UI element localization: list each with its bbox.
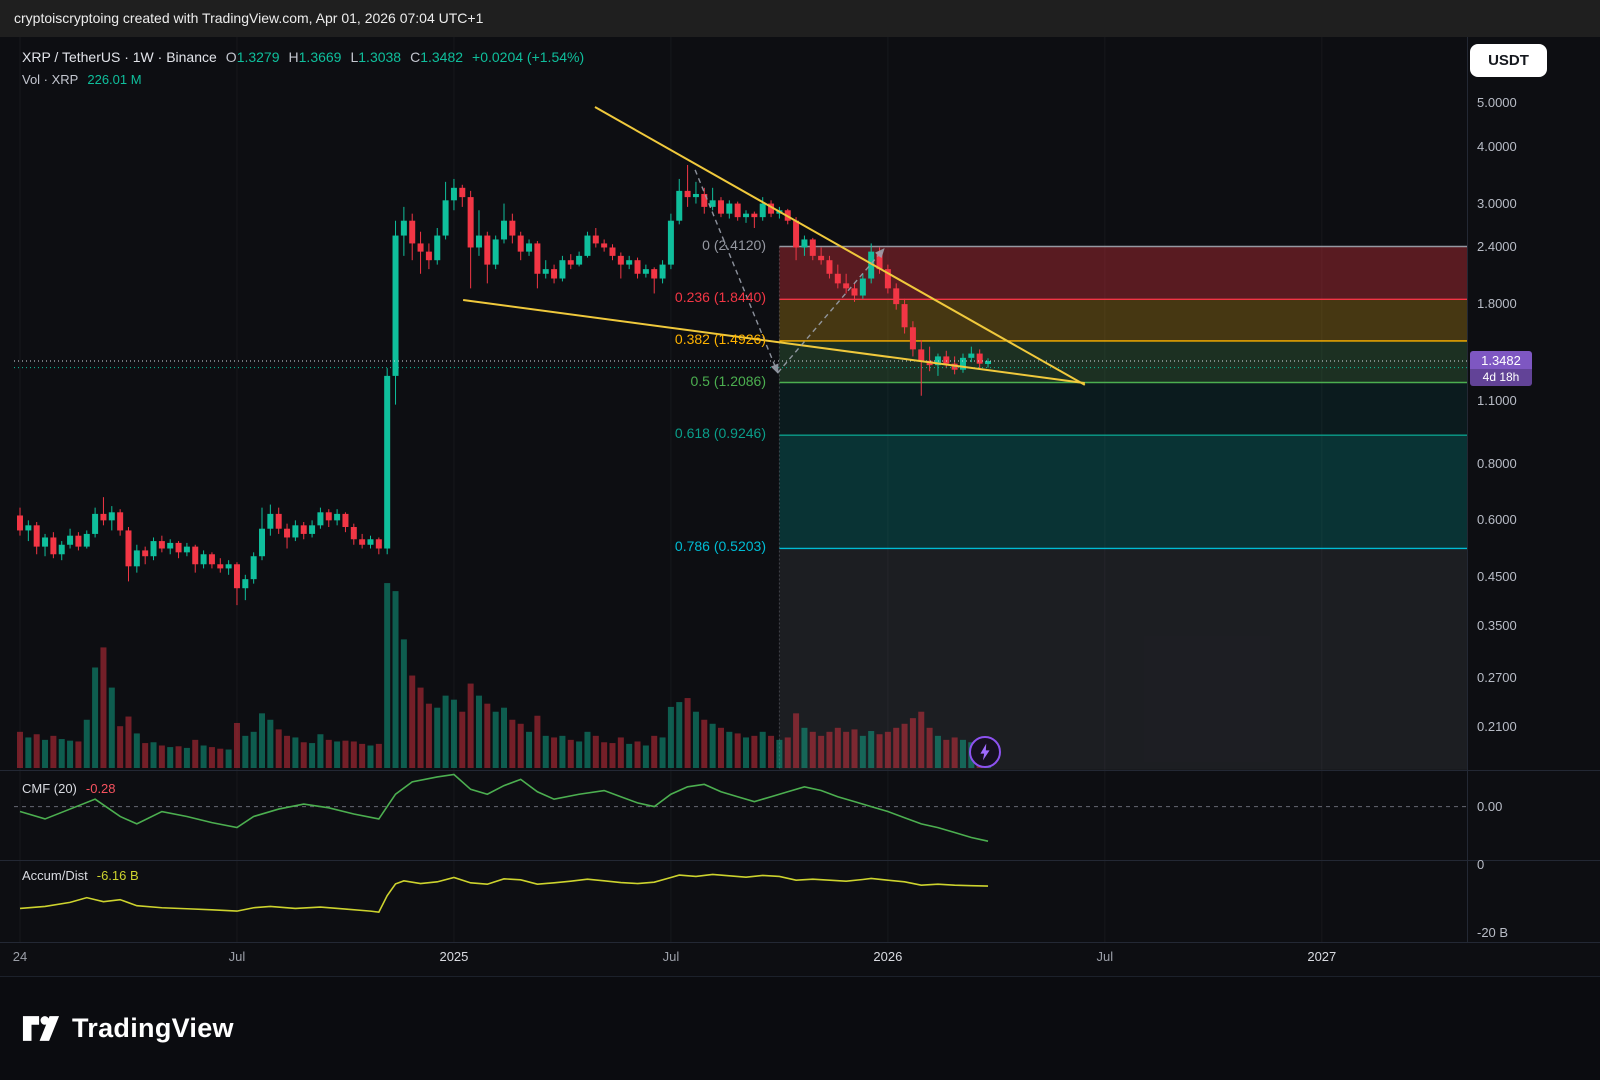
volume-layer [17, 583, 992, 768]
high-value: H1.3669 [288, 49, 342, 65]
volume-value: 226.01 M [87, 71, 142, 87]
accum-dist-label[interactable]: Accum/Dist [22, 868, 88, 883]
open-value: O1.3279 [225, 49, 280, 65]
boost-lightning-button[interactable] [969, 736, 1001, 768]
fib-lines-layer [778, 245, 1467, 770]
accum-dist-value: -6.16 B [96, 868, 139, 883]
ohlc-row: XRP / TetherUS · 1W · Binance O1.3279 H1… [22, 46, 584, 68]
lightning-icon [980, 743, 990, 761]
current-price-badge[interactable]: 1.3482 4d 18h [1470, 350, 1532, 386]
trend-lines-layer [462, 106, 1086, 386]
watermark-text: cryptoiscryptoing created with TradingVi… [14, 10, 484, 26]
tradingview-logo[interactable] [22, 1014, 60, 1043]
candles-layer [17, 164, 992, 606]
fib-bands-layer [779, 246, 1467, 770]
cmf-value: -0.28 [85, 781, 116, 796]
cmf-panel-layer [14, 773, 1467, 842]
close-value: C1.3482 [410, 49, 464, 65]
volume-row: Vol · XRP 226.01 M [22, 68, 584, 90]
current-price-value: 1.3482 [1481, 352, 1521, 368]
volume-label[interactable]: Vol · XRP [22, 71, 79, 87]
tradingview-logo-icon [22, 1016, 60, 1041]
watermark-bar: cryptoiscryptoing created with TradingVi… [0, 0, 1600, 37]
low-value: L1.3038 [350, 49, 402, 65]
accum-dist-panel-layer [19, 873, 989, 913]
cmf-legend: CMF (20) -0.28 [22, 781, 116, 796]
accum-dist-legend: Accum/Dist -6.16 B [22, 868, 139, 883]
price-axis[interactable] [1468, 37, 1600, 942]
footer-bar: TradingView [0, 976, 1600, 1080]
symbol-legend: XRP / TetherUS · 1W · Binance O1.3279 H1… [22, 46, 584, 90]
cmf-label[interactable]: CMF (20) [22, 781, 77, 796]
change-value: +0.0204 (+1.54%) [472, 49, 585, 65]
bar-countdown: 4d 18h [1470, 368, 1532, 386]
projection-arrows-layer [694, 169, 885, 375]
currency-toggle-button[interactable]: USDT [1470, 44, 1547, 77]
panel-separators [0, 37, 1600, 943]
time-axis[interactable] [0, 942, 1467, 976]
footer-brand[interactable]: TradingView [72, 1013, 234, 1043]
symbol-title[interactable]: XRP / TetherUS · 1W · Binance [22, 49, 217, 65]
